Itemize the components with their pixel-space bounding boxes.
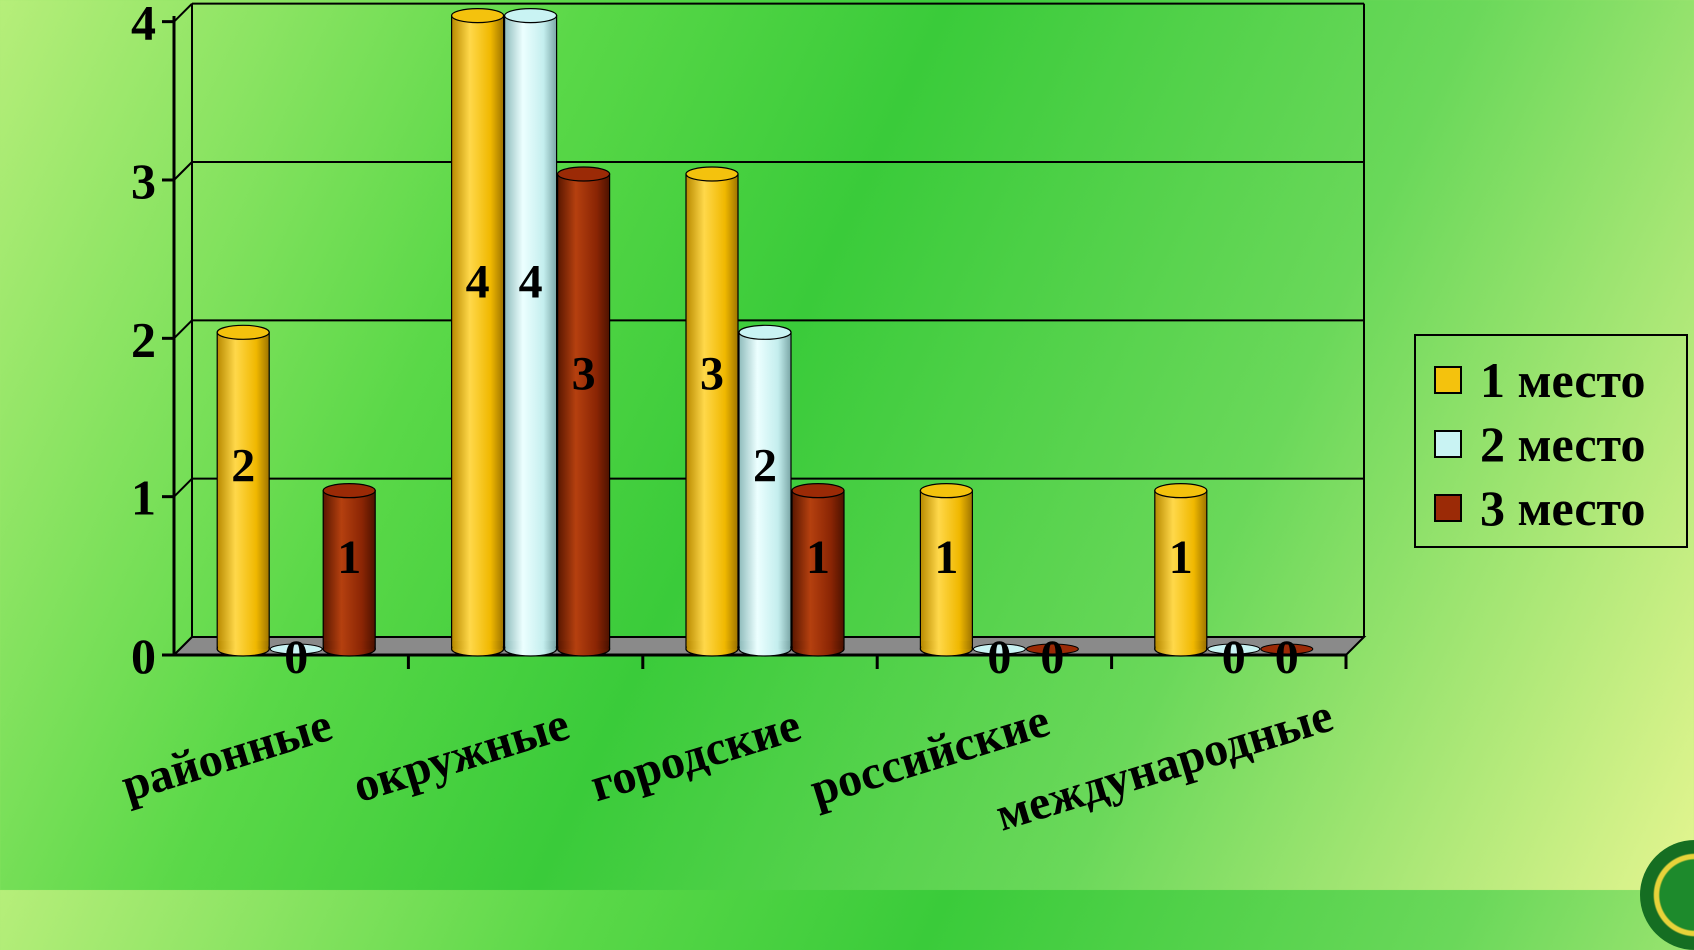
x-tick-label-1: окружные <box>347 697 575 813</box>
data-label-1-0: 4 <box>466 256 490 309</box>
data-label-2-2: 1 <box>806 531 830 584</box>
gridline-side-4 <box>173 2 193 23</box>
legend-swatch-2 <box>1434 430 1462 458</box>
bar-4-0: 1 <box>1154 483 1208 657</box>
bar-body-0-2 <box>322 490 376 650</box>
legend-label-2: 2 место <box>1480 416 1646 472</box>
bar-top-3-0 <box>919 483 974 499</box>
bar-3-1: 0 <box>972 631 1026 684</box>
data-label-3-1: 0 <box>987 631 1011 684</box>
bar-top-4-0 <box>1154 483 1208 499</box>
data-label-4-0: 1 <box>1169 531 1193 584</box>
legend-swatch-3 <box>1434 494 1462 522</box>
bar-2-1: 2 <box>738 324 792 657</box>
y-tick-label-1: 1 <box>131 470 156 526</box>
bar-top-2-0 <box>685 166 739 182</box>
bar-flat-4-1 <box>1207 643 1261 655</box>
bar-3-0: 1 <box>919 483 974 657</box>
bar-flat-3-1 <box>972 643 1026 655</box>
bar-0-2: 1 <box>322 483 376 657</box>
bar-top-2-1 <box>738 324 792 340</box>
legend-label-3: 3 место <box>1480 480 1646 536</box>
bar-top-1-1 <box>503 8 558 24</box>
bar-body-2-0 <box>685 173 739 650</box>
bar-body-1-1 <box>504 15 558 650</box>
legend-swatch-1 <box>1434 366 1462 394</box>
bar-0-0: 2 <box>216 324 270 657</box>
x-tick-label-2: городские <box>584 698 806 812</box>
bar-body-1-0 <box>451 15 505 650</box>
legend-item-2: 2 место <box>1434 414 1645 474</box>
bar-top-0-0 <box>216 324 270 340</box>
bar-top-2-2 <box>791 483 845 499</box>
bar-top-0-2 <box>322 483 376 499</box>
data-label-1-1: 4 <box>519 256 543 309</box>
y-tick-label-2: 2 <box>131 311 156 367</box>
gridline-side-2 <box>173 319 193 340</box>
x-axis: районные окружные городскиероссийскиемежду… <box>115 689 1338 842</box>
legend-label-1: 1 место <box>1480 352 1646 408</box>
bar-3-2: 0 <box>1025 631 1079 684</box>
data-label-1-2: 3 <box>572 347 596 400</box>
legend-item-1: 1 место <box>1434 350 1645 410</box>
data-label-3-0: 1 <box>934 531 958 584</box>
data-label-0-2: 1 <box>337 531 361 584</box>
data-label-4-1: 0 <box>1222 631 1246 684</box>
bar-1-1: 4 <box>503 8 558 657</box>
bar-top-1-0 <box>451 8 505 24</box>
bar-body-0-0 <box>216 331 270 650</box>
x-tick-label-0: районные <box>115 698 337 812</box>
bar-body-3-0 <box>919 490 974 650</box>
gridline-side-3 <box>173 161 193 181</box>
data-label-0-1: 0 <box>284 631 308 684</box>
y-axis: 0 1 2 3 4 <box>131 0 174 684</box>
bar-flat-4-2 <box>1260 643 1314 655</box>
data-label-2-0: 3 <box>700 347 724 400</box>
data-label-2-1: 2 <box>753 439 777 492</box>
y-tick-label-0: 0 <box>131 628 156 684</box>
bar-body-1-2 <box>556 173 611 650</box>
data-label-0-0: 2 <box>231 439 255 492</box>
bar-1-2: 3 <box>556 166 611 657</box>
bar-4-2: 0 <box>1260 631 1314 684</box>
bar-top-1-2 <box>556 166 611 182</box>
data-label-4-2: 0 <box>1275 631 1299 684</box>
bar-flat-3-2 <box>1025 643 1079 655</box>
bar-flat-0-1 <box>269 643 323 655</box>
bar-1-0: 4 <box>451 8 505 657</box>
y-tick-label-4: 4 <box>131 0 156 51</box>
legend-item-3: 3 место <box>1434 478 1645 538</box>
bar-0-1: 0 <box>269 631 323 684</box>
bar-2-2: 1 <box>791 483 845 657</box>
legend: 1 место 2 место 3 место <box>1414 334 1688 548</box>
data-label-3-2: 0 <box>1040 631 1064 684</box>
bar-4-1: 0 <box>1207 631 1261 684</box>
bar-2-0: 3 <box>685 166 739 657</box>
gridline-side-1 <box>173 477 193 498</box>
y-tick-label-3: 3 <box>131 153 156 209</box>
